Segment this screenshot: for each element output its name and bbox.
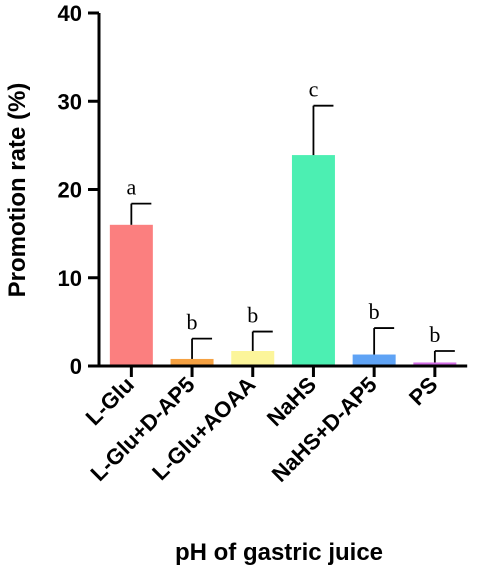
- x-category-label: L-Glu: [81, 372, 139, 430]
- bars-layer: [109, 155, 457, 366]
- y-tick-label: 30: [58, 89, 82, 114]
- error-bars-layer: [130, 104, 455, 363]
- bar-ps: [413, 362, 457, 366]
- x-axis-title: pH of gastric juice: [175, 539, 383, 566]
- x-category-label: PS: [404, 372, 442, 410]
- bar-l-glu-aoaa: [231, 350, 275, 366]
- y-tick-label: 20: [58, 178, 82, 203]
- bar-nahs-d-ap5: [352, 354, 396, 366]
- significance-letter: b: [247, 303, 258, 328]
- y-tick-label: 40: [58, 1, 82, 26]
- x-category-label: NaHS: [262, 372, 321, 431]
- significance-letter: a: [126, 175, 136, 200]
- y-tick-label: 10: [58, 266, 82, 291]
- significance-letter: c: [309, 77, 319, 102]
- significance-letter: b: [187, 310, 198, 335]
- significance-letter: b: [369, 299, 380, 324]
- axes-layer: [97, 13, 468, 368]
- bar-l-glu-d-ap5: [170, 358, 214, 366]
- x-category-label: L-Glu+D-AP5: [86, 372, 200, 486]
- significance-labels-layer: a b b c b b: [126, 77, 440, 347]
- y-ticks-layer: 0 10 20 30 40: [58, 1, 99, 379]
- x-category-label: NaHS+D-AP5: [267, 372, 382, 487]
- bar-nahs: [291, 155, 335, 366]
- bar-l-glu: [109, 224, 153, 366]
- y-tick-label: 0: [70, 354, 82, 379]
- significance-letter: b: [429, 322, 440, 347]
- y-axis-title: Promotion rate (%): [4, 83, 31, 298]
